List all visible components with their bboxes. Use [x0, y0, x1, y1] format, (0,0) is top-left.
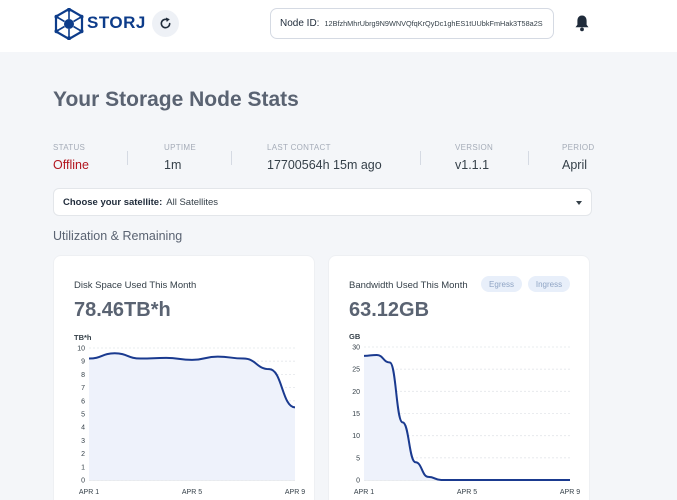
notification-bell-icon[interactable]: [574, 14, 590, 32]
last-contact-stat: LAST CONTACT 17700564h 15m ago: [267, 143, 382, 172]
section-title: Utilization & Remaining: [53, 229, 183, 243]
disk-space-value: 78.46TB*h: [74, 299, 171, 321]
last-contact-value: 17700564h 15m ago: [267, 158, 382, 172]
divider: [528, 151, 529, 165]
version-value: v1.1.1: [455, 158, 490, 172]
version-stat: VERSION v1.1.1: [455, 143, 493, 172]
bandwidth-title: Bandwidth Used This Month: [349, 280, 468, 291]
period-value: April: [562, 158, 588, 172]
node-id-value: 12BfzhMhrUbrg9N9WNVQfqKrQyDc1ghES1tUUbkF…: [324, 19, 543, 28]
refresh-icon: [160, 17, 171, 29]
period-label: PERIOD: [562, 143, 595, 152]
period-stat: PERIOD April: [562, 143, 594, 172]
divider: [231, 151, 232, 165]
uptime-label: UPTIME: [164, 143, 197, 152]
page-title: Your Storage Node Stats: [53, 88, 299, 111]
status-label: STATUS: [53, 143, 86, 152]
satellite-value: All Satellites: [166, 196, 218, 208]
bandwidth-value: 63.12GB: [349, 299, 430, 321]
node-id-label: Node ID:: [280, 18, 320, 29]
top-bar: STORJ Node ID: 12BfzhMhrUbrg9N9WNVQfqKrQ…: [0, 0, 677, 52]
refresh-button[interactable]: [152, 10, 179, 37]
uptime-stat: UPTIME 1m: [164, 143, 196, 172]
storj-logo-icon: [54, 8, 84, 40]
uptime-value: 1m: [164, 158, 182, 172]
divider: [127, 151, 128, 165]
ingress-toggle[interactable]: Ingress: [528, 276, 570, 292]
divider: [420, 151, 421, 165]
egress-toggle[interactable]: Egress: [481, 276, 522, 292]
last-contact-label: LAST CONTACT: [267, 143, 331, 152]
caret-down-icon: [576, 201, 582, 205]
node-id-box[interactable]: Node ID: 12BfzhMhrUbrg9N9WNVQfqKrQyDc1gh…: [270, 8, 554, 39]
version-label: VERSION: [455, 143, 494, 152]
disk-space-card: Disk Space Used This Month 78.46TB*h: [53, 255, 315, 500]
satellite-label: Choose your satellite:: [63, 196, 163, 208]
status-value: Offline: [53, 158, 89, 172]
status-stat: STATUS Offline: [53, 143, 89, 172]
disk-space-title: Disk Space Used This Month: [74, 280, 197, 291]
logo-text: STORJ: [87, 13, 146, 32]
satellite-selector[interactable]: Choose your satellite: All Satellites: [53, 188, 592, 216]
